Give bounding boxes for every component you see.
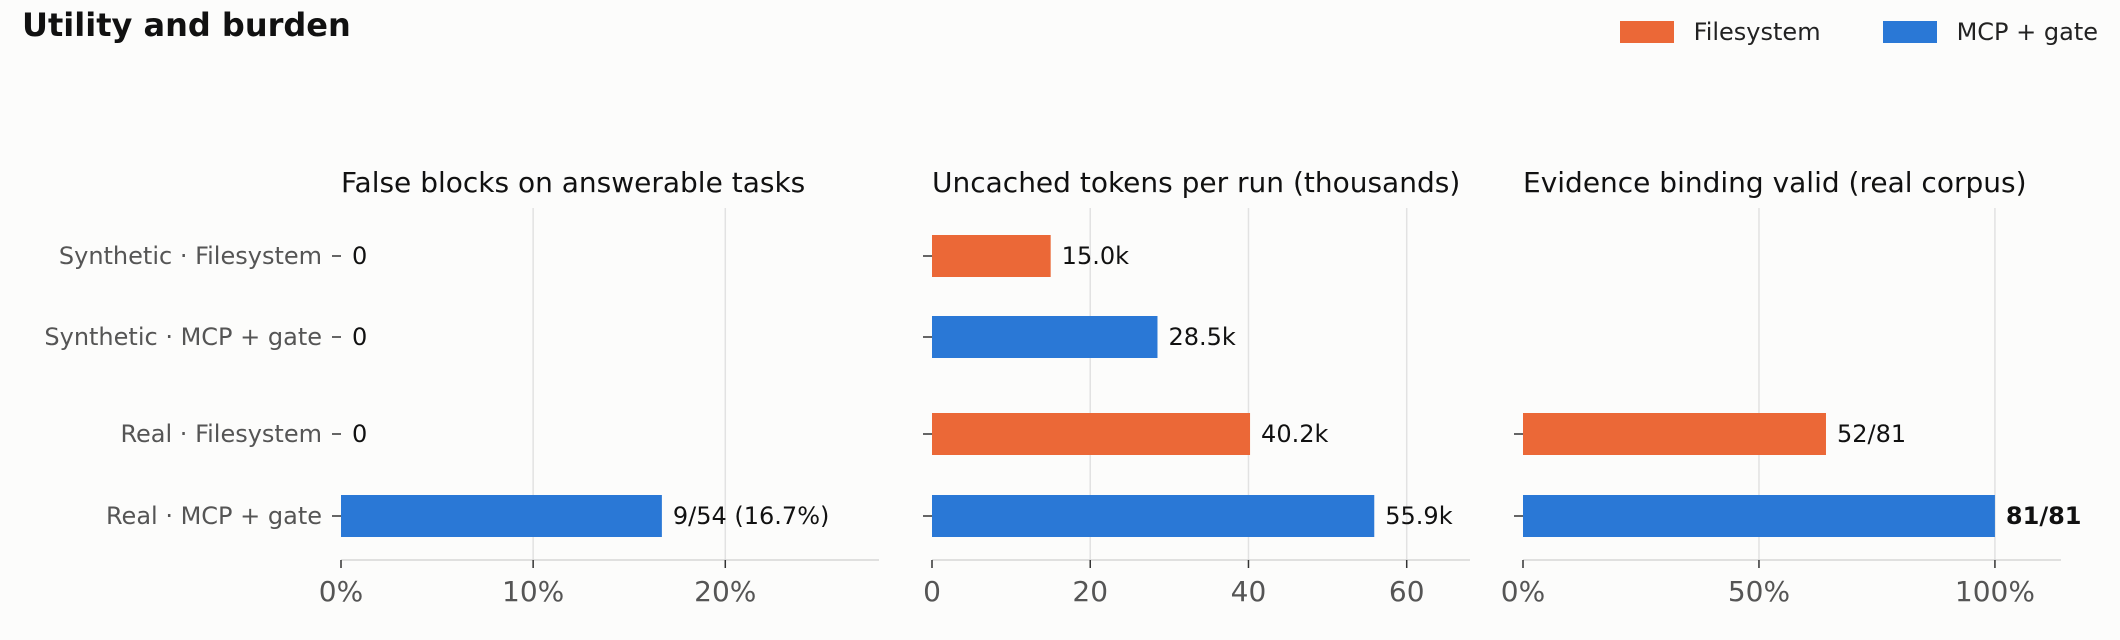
row-label: Real · Filesystem	[120, 420, 322, 448]
bar	[341, 495, 662, 537]
row-label: Real · MCP + gate	[106, 502, 322, 530]
legend: Filesystem MCP + gate	[1619, 18, 2098, 46]
bar	[932, 316, 1158, 358]
data-label: 81/81	[2006, 502, 2082, 530]
panel-title: Uncached tokens per run (thousands)	[932, 166, 1460, 199]
row-label: Synthetic · MCP + gate	[44, 323, 322, 351]
data-label: 52/81	[1837, 420, 1906, 448]
x-tick-label: 0%	[319, 575, 363, 608]
data-label: 0	[352, 323, 367, 351]
legend-item-mcp-gate: MCP + gate	[1882, 18, 2098, 46]
data-label: 40.2k	[1261, 420, 1328, 448]
data-label: 0	[352, 242, 367, 270]
panel-title: Evidence binding valid (real corpus)	[1523, 166, 2027, 199]
legend-swatch-filesystem	[1619, 21, 1674, 43]
data-label: 0	[352, 420, 367, 448]
bar	[1523, 413, 1826, 455]
data-label: 55.9k	[1385, 502, 1452, 530]
x-tick-label: 10%	[502, 575, 564, 608]
x-tick-label: 50%	[1728, 575, 1790, 608]
panel-title: False blocks on answerable tasks	[341, 166, 805, 199]
chart-title: Utility and burden	[22, 6, 351, 44]
data-label: 9/54 (16.7%)	[673, 502, 830, 530]
x-tick-label: 0	[923, 575, 941, 608]
x-tick-label: 20%	[694, 575, 756, 608]
legend-item-filesystem: Filesystem	[1619, 18, 1821, 46]
data-label: 28.5k	[1168, 323, 1235, 351]
bar	[932, 495, 1375, 537]
x-tick-label: 0%	[1501, 575, 1545, 608]
bar	[932, 413, 1251, 455]
row-label: Synthetic · Filesystem	[59, 242, 322, 270]
x-tick-label: 40	[1231, 575, 1267, 608]
data-label: 15.0k	[1062, 242, 1129, 270]
x-tick-label: 60	[1389, 575, 1425, 608]
x-tick-label: 100%	[1955, 575, 2035, 608]
legend-label-mcp-gate: MCP + gate	[1956, 18, 2098, 46]
legend-swatch-mcp-gate	[1882, 21, 1937, 43]
bar	[1523, 495, 1995, 537]
bar	[932, 235, 1051, 277]
legend-label-filesystem: Filesystem	[1693, 18, 1821, 46]
x-tick-label: 20	[1072, 575, 1108, 608]
